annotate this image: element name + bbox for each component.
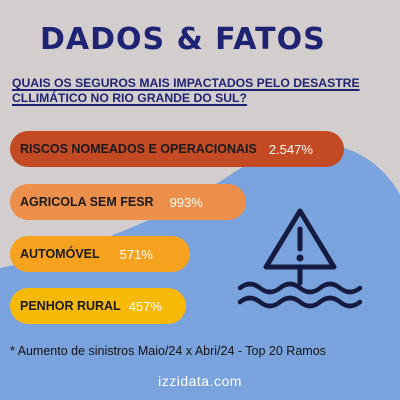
bar-automovel: AUTOMÓVEL 571% [10, 236, 190, 272]
bar-value: 993% [169, 194, 203, 210]
bar-riscos-nomeados: RISCOS NOMEADOS E OPERACIONAIS 2.547% [10, 131, 344, 167]
bar-label: RISCOS NOMEADOS E OPERACIONAIS [20, 142, 257, 156]
question-heading: QUAIS OS SEGUROS MAIS IMPACTADOS PELO DE… [12, 76, 360, 105]
footnote: * Aumento de sinistros Maio/24 x Abri/24… [10, 344, 326, 358]
bar-penhor-rural: PENHOR RURAL 457% [10, 288, 186, 324]
bar-agricola: AGRICOLA SEM FESR 993% [10, 184, 246, 220]
bar-value: 571% [119, 246, 153, 262]
bar-label: AGRICOLA SEM FESR [20, 195, 154, 209]
flood-warning-icon [230, 205, 370, 315]
bar-value: 457% [128, 298, 162, 314]
website-link[interactable]: izzidata.com [158, 373, 242, 389]
bar-label: PENHOR RURAL [20, 299, 121, 313]
page-title: DADOS & FATOS [40, 22, 326, 57]
bar-label: AUTOMÓVEL [20, 247, 100, 261]
bar-value: 2.547% [268, 141, 313, 157]
